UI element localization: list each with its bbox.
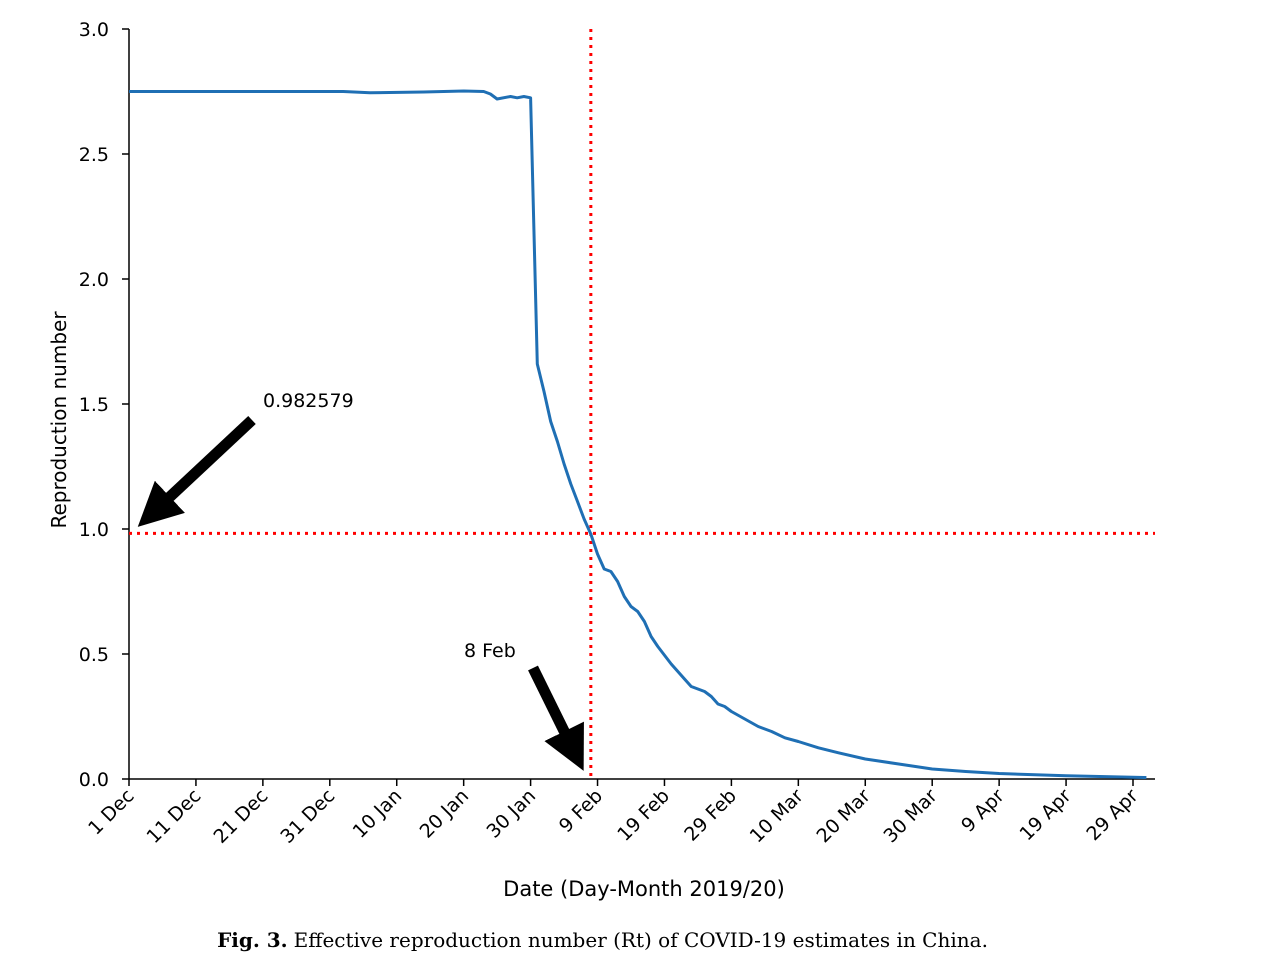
x-tick-label: 29 Feb (680, 785, 741, 846)
x-tick-label: 10 Mar (746, 785, 808, 847)
y-axis-label: Reproduction number (47, 311, 71, 529)
x-tick-label: 31 Dec (276, 785, 339, 848)
x-axis-label: Date (Day-Month 2019/20) (503, 877, 785, 901)
x-tick-label: 20 Mar (813, 785, 875, 847)
x-tick-label: 11 Dec (143, 785, 206, 848)
x-tick-label: 9 Feb (555, 785, 607, 837)
x-tick-label: 21 Dec (209, 785, 272, 848)
y-tick-label: 2.0 (79, 269, 109, 291)
caption-label: Fig. 3. (217, 928, 288, 952)
caption-text: Effective reproduction number (Rt) of CO… (293, 928, 988, 952)
figure-caption: Fig. 3. Effective reproduction number (Rt… (0, 928, 1205, 952)
x-tick-label: 29 Apr (1082, 785, 1142, 845)
rt-series-line (129, 89, 1147, 779)
x-tick-label: 30 Jan (482, 785, 540, 843)
y-tick-label: 1.5 (79, 394, 109, 416)
y-tick-label: 1.0 (79, 519, 109, 541)
annotation-label: 0.982579 (263, 390, 354, 412)
y-tick-label: 0.0 (79, 769, 109, 791)
annotation-label: 8 Feb (464, 640, 516, 662)
x-tick-label: 20 Jan (416, 785, 474, 843)
x-tick-label: 9 Apr (957, 785, 1009, 837)
x-tick-label: 19 Feb (613, 785, 674, 846)
arrow-icon (137, 415, 256, 527)
x-tick-label: 19 Apr (1015, 785, 1075, 845)
x-tick-label: 30 Mar (879, 785, 941, 847)
y-tick-label: 3.0 (79, 19, 109, 41)
arrow-icon (528, 665, 584, 771)
x-tick-label: 1 Dec (84, 785, 138, 839)
y-tick-label: 2.5 (79, 144, 109, 166)
y-tick-label: 0.5 (79, 644, 109, 666)
x-tick-label: 10 Jan (349, 785, 407, 843)
